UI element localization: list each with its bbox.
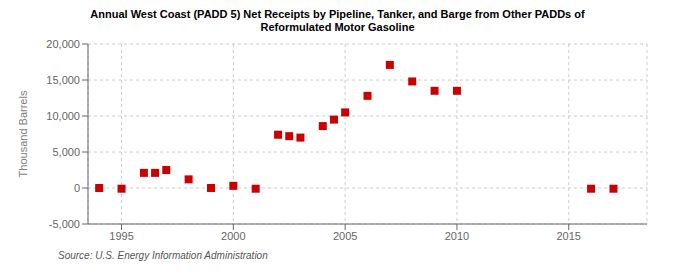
svg-text:2010: 2010 xyxy=(445,230,469,242)
svg-text:15,000: 15,000 xyxy=(46,74,80,86)
svg-text:2000: 2000 xyxy=(221,230,245,242)
svg-text:5,000: 5,000 xyxy=(52,146,80,158)
html-text:Source: U.S. Energy Informatio: Source: U.S. Energy Information Administ… xyxy=(58,250,268,261)
svg-text:Thousand Barrels: Thousand Barrels xyxy=(17,90,29,177)
svg-text:2015: 2015 xyxy=(556,230,580,242)
svg-text:20,000: 20,000 xyxy=(46,38,80,50)
svg-text:1995: 1995 xyxy=(109,230,133,242)
svg-text:-5,000: -5,000 xyxy=(49,218,80,230)
html-text:Annual West Coast (PADD 5) Net: Annual West Coast (PADD 5) Net Receipts … xyxy=(90,8,585,33)
svg-text:0: 0 xyxy=(74,182,80,194)
svg-text:2005: 2005 xyxy=(333,230,357,242)
svg-text:10,000: 10,000 xyxy=(46,110,80,122)
